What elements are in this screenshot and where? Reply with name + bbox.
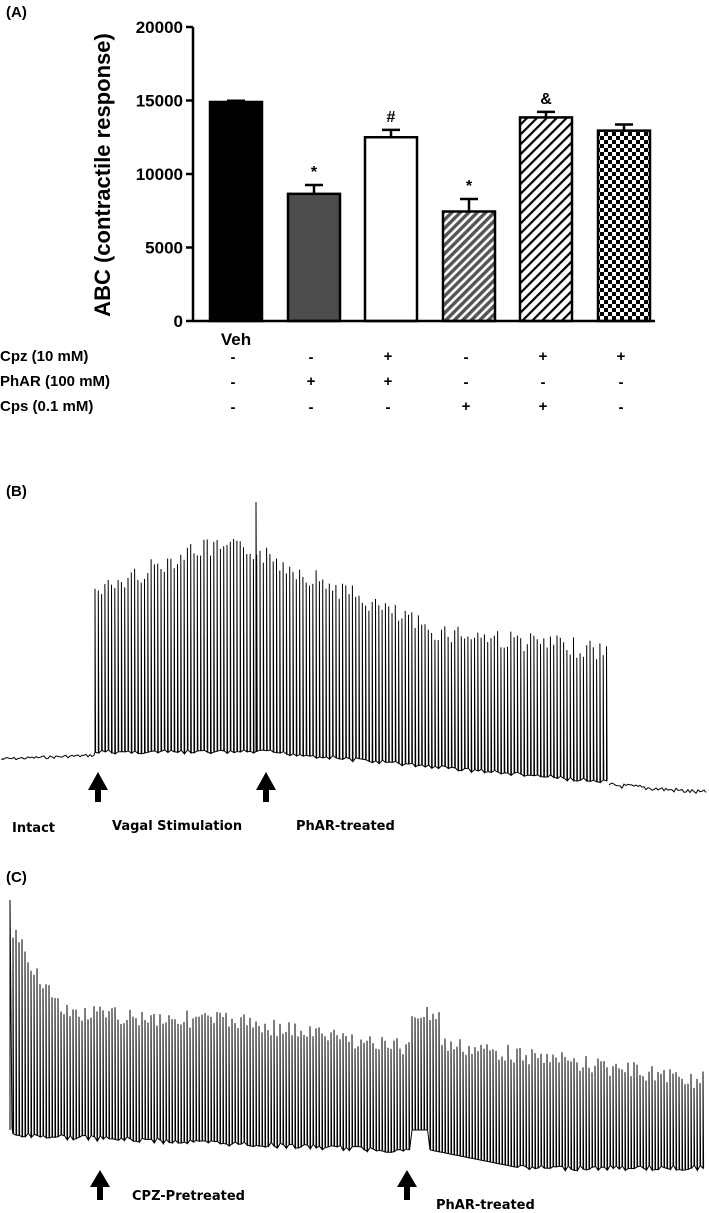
condition-mark: + [384,373,393,390]
condition-mark: - [619,374,624,391]
bar [286,192,342,323]
condition-mark: - [464,349,469,366]
panel-c-trace: (C) CPZ-Pretreated PhAR-treated [6,869,705,1213]
bar [363,136,419,323]
condition-mark: - [309,399,314,416]
panel-a-bar-chart: (A) ABC (contractile response) 0 5000 1000… [0,4,655,416]
panel-c-label: (C) [6,869,27,886]
annotation-phar-treated-b: PhAR-treated [296,819,395,834]
bar-series: * # * & [208,91,652,323]
condition-mark: + [307,373,316,390]
condition-mark: - [464,374,469,391]
condition-mark: - [541,374,546,391]
condition-table: Cpz (10 mM) - - + - + + PhAR (100 mM) - + + - - - Cps … [0,348,626,416]
condition-label: Cpz (10 mM) [0,348,88,365]
condition-mark: - [386,399,391,416]
bar [596,129,652,323]
panel-b-label: (B) [6,483,27,500]
significance-marker: & [540,91,552,108]
condition-mark: + [462,398,471,415]
y-tick-label: 20000 [136,18,183,37]
annotation-phar-treated-c: PhAR-treated [436,1198,535,1213]
arrow-cpz-pretreated [90,1170,110,1200]
bar [441,210,497,323]
x-tick-label-veh: Veh [221,330,251,349]
trace-b-line [1,501,707,794]
significance-marker: * [311,164,318,181]
bar [208,100,264,323]
annotation-vagal-stimulation: Vagal Stimulation [112,819,242,834]
bar [518,116,574,323]
y-tick-label: 15000 [136,92,183,111]
arrow-phar-treated-b [256,772,276,802]
y-axis: 0 5000 10000 15000 20000 [136,18,193,331]
y-tick-label: 10000 [136,165,183,184]
condition-mark: - [231,374,236,391]
arrow-phar-treated-c [397,1170,417,1200]
panel-b-trace: (B) Intact Vagal Stimulation PhAR-treate… [1,483,707,836]
annotation-cpz-pretreated: CPZ-Pretreated [132,1189,245,1204]
panel-a-label: (A) [6,4,27,21]
annotation-intact: Intact [12,821,55,836]
y-axis-title: ABC (contractile response) [90,33,115,317]
condition-mark: - [231,349,236,366]
condition-label: Cps (0.1 mM) [0,398,93,415]
condition-mark: - [231,399,236,416]
condition-mark: + [539,398,548,415]
condition-label: PhAR (100 mM) [0,373,110,390]
arrow-vagal-stimulation [88,772,108,802]
condition-mark: + [539,348,548,365]
y-tick-label: 5000 [145,239,183,258]
significance-marker: * [466,178,473,195]
y-tick-label: 0 [174,312,183,331]
condition-mark: + [384,348,393,365]
condition-mark: - [309,349,314,366]
trace-c-line [9,899,705,1173]
significance-marker: # [387,109,396,126]
condition-mark: - [619,399,624,416]
condition-mark: + [617,348,626,365]
